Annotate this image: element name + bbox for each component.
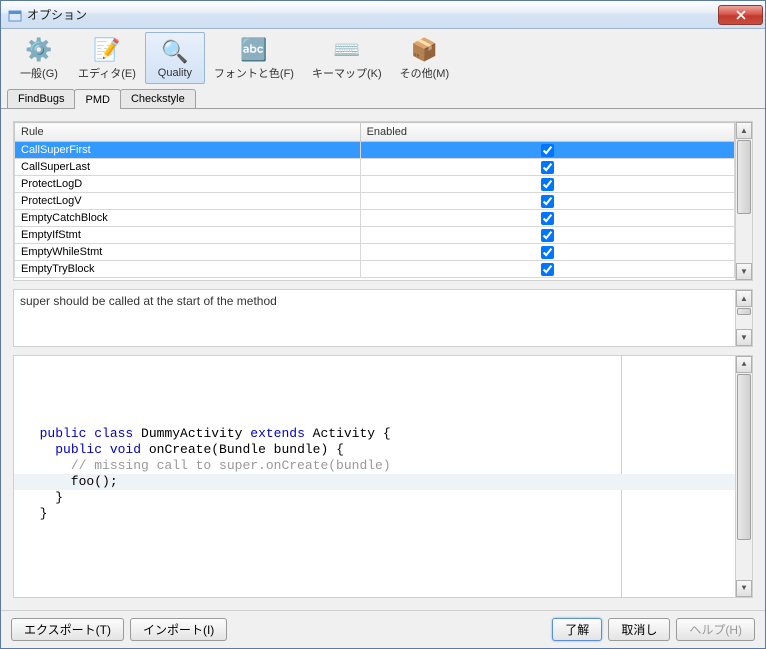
- titlebar[interactable]: オプション: [1, 1, 765, 29]
- rule-row[interactable]: ProtectLogV: [15, 193, 735, 210]
- toolbar-label: エディタ(E): [78, 65, 136, 81]
- scroll-down[interactable]: ▼: [736, 263, 752, 280]
- rule-name: EmptyTryBlock: [15, 261, 361, 278]
- rule-enabled-cell: [360, 244, 734, 261]
- description-panel: super should be called at the start of t…: [13, 289, 753, 347]
- tab-pmd[interactable]: PMD: [74, 89, 120, 109]
- header-rule[interactable]: Rule: [15, 123, 361, 142]
- toolbar-item-2[interactable]: 🔍Quality: [145, 32, 205, 84]
- rule-checkbox[interactable]: [541, 246, 554, 259]
- toolbar-label: フォントと色(F): [214, 65, 294, 81]
- rule-row[interactable]: EmptyCatchBlock: [15, 210, 735, 227]
- rule-enabled-cell: [360, 261, 734, 278]
- code-line: // missing call to super.onCreate(bundle…: [24, 458, 732, 474]
- rule-row[interactable]: CallSuperLast: [15, 159, 735, 176]
- rule-row[interactable]: EmptyWhileStmt: [15, 244, 735, 261]
- tabstrip: FindBugsPMDCheckstyle: [1, 87, 765, 109]
- footer: エクスポート(T) インポート(I) 了解 取消し ヘルプ(H): [1, 610, 765, 648]
- toolbar-icon: ⚙️: [25, 36, 53, 64]
- tab-checkstyle[interactable]: Checkstyle: [120, 89, 196, 108]
- scroll-up[interactable]: ▲: [736, 356, 752, 373]
- rules-table: Rule Enabled CallSuperFirstCallSuperLast…: [14, 122, 735, 278]
- rule-row[interactable]: EmptyIfStmt: [15, 227, 735, 244]
- scroll-up[interactable]: ▲: [736, 122, 752, 139]
- toolbar-icon: 🔤: [240, 36, 268, 64]
- toolbar-item-0[interactable]: ⚙️一般(G): [9, 32, 69, 84]
- rule-row[interactable]: CallSuperFirst: [15, 142, 735, 159]
- rules-scrollbar[interactable]: ▲ ▼: [735, 122, 752, 280]
- rule-row[interactable]: ProtectLogD: [15, 176, 735, 193]
- close-button[interactable]: [718, 5, 763, 25]
- code-line: public class DummyActivity extends Activ…: [24, 426, 732, 442]
- rule-name: EmptyIfStmt: [15, 227, 361, 244]
- cancel-button[interactable]: 取消し: [608, 618, 670, 641]
- code-scrollbar[interactable]: ▲ ▼: [735, 356, 752, 597]
- code-line: public void onCreate(Bundle bundle) {: [24, 442, 732, 458]
- toolbar-icon: 📝: [93, 36, 121, 64]
- rules-panel: Rule Enabled CallSuperFirstCallSuperLast…: [13, 121, 753, 281]
- rule-name: ProtectLogD: [15, 176, 361, 193]
- rule-checkbox[interactable]: [541, 263, 554, 276]
- toolbar-icon: 📦: [410, 36, 438, 64]
- toolbar-label: Quality: [158, 67, 192, 79]
- code-panel[interactable]: ▲ ▼ public class DummyActivity extends A…: [13, 355, 753, 598]
- options-window: オプション ⚙️一般(G)📝エディタ(E)🔍Quality🔤フォントと色(F)⌨…: [0, 0, 766, 649]
- rule-enabled-cell: [360, 227, 734, 244]
- scroll-up[interactable]: ▲: [736, 290, 752, 307]
- toolbar-icon: ⌨️: [333, 36, 361, 64]
- toolbar: ⚙️一般(G)📝エディタ(E)🔍Quality🔤フォントと色(F)⌨️キーマップ…: [1, 29, 765, 87]
- code-line: foo();: [24, 474, 732, 490]
- rule-enabled-cell: [360, 193, 734, 210]
- toolbar-item-5[interactable]: 📦その他(M): [391, 32, 459, 84]
- ok-button[interactable]: 了解: [552, 618, 602, 641]
- rule-enabled-cell: [360, 176, 734, 193]
- toolbar-label: その他(M): [400, 65, 450, 81]
- rule-enabled-cell: [360, 210, 734, 227]
- rule-name: EmptyWhileStmt: [15, 244, 361, 261]
- rule-name: CallSuperFirst: [15, 142, 361, 159]
- rule-enabled-cell: [360, 142, 734, 159]
- toolbar-label: 一般(G): [20, 65, 58, 81]
- tab-findbugs[interactable]: FindBugs: [7, 89, 75, 108]
- rule-checkbox[interactable]: [541, 144, 554, 157]
- toolbar-item-1[interactable]: 📝エディタ(E): [69, 32, 145, 84]
- toolbar-label: キーマップ(K): [312, 65, 382, 81]
- help-button[interactable]: ヘルプ(H): [676, 618, 755, 641]
- code-line: }: [24, 490, 732, 506]
- rule-name: ProtectLogV: [15, 193, 361, 210]
- rule-checkbox[interactable]: [541, 229, 554, 242]
- import-button[interactable]: インポート(I): [130, 618, 227, 641]
- rule-checkbox[interactable]: [541, 178, 554, 191]
- scroll-down[interactable]: ▼: [736, 329, 752, 346]
- export-button[interactable]: エクスポート(T): [11, 618, 124, 641]
- toolbar-item-4[interactable]: ⌨️キーマップ(K): [303, 32, 391, 84]
- rule-enabled-cell: [360, 159, 734, 176]
- desc-scrollbar[interactable]: ▲ ▼: [735, 290, 752, 346]
- content: Rule Enabled CallSuperFirstCallSuperLast…: [1, 109, 765, 610]
- toolbar-item-3[interactable]: 🔤フォントと色(F): [205, 32, 303, 84]
- scroll-down[interactable]: ▼: [736, 580, 752, 597]
- toolbar-icon: 🔍: [161, 38, 189, 66]
- code-line: }: [24, 506, 732, 522]
- window-icon: [7, 7, 23, 23]
- rule-name: EmptyCatchBlock: [15, 210, 361, 227]
- rule-name: CallSuperLast: [15, 159, 361, 176]
- description-text: super should be called at the start of t…: [20, 294, 277, 308]
- rule-checkbox[interactable]: [541, 195, 554, 208]
- rule-checkbox[interactable]: [541, 212, 554, 225]
- rule-checkbox[interactable]: [541, 161, 554, 174]
- rule-row[interactable]: EmptyTryBlock: [15, 261, 735, 278]
- header-enabled[interactable]: Enabled: [360, 123, 734, 142]
- window-title: オプション: [27, 6, 718, 23]
